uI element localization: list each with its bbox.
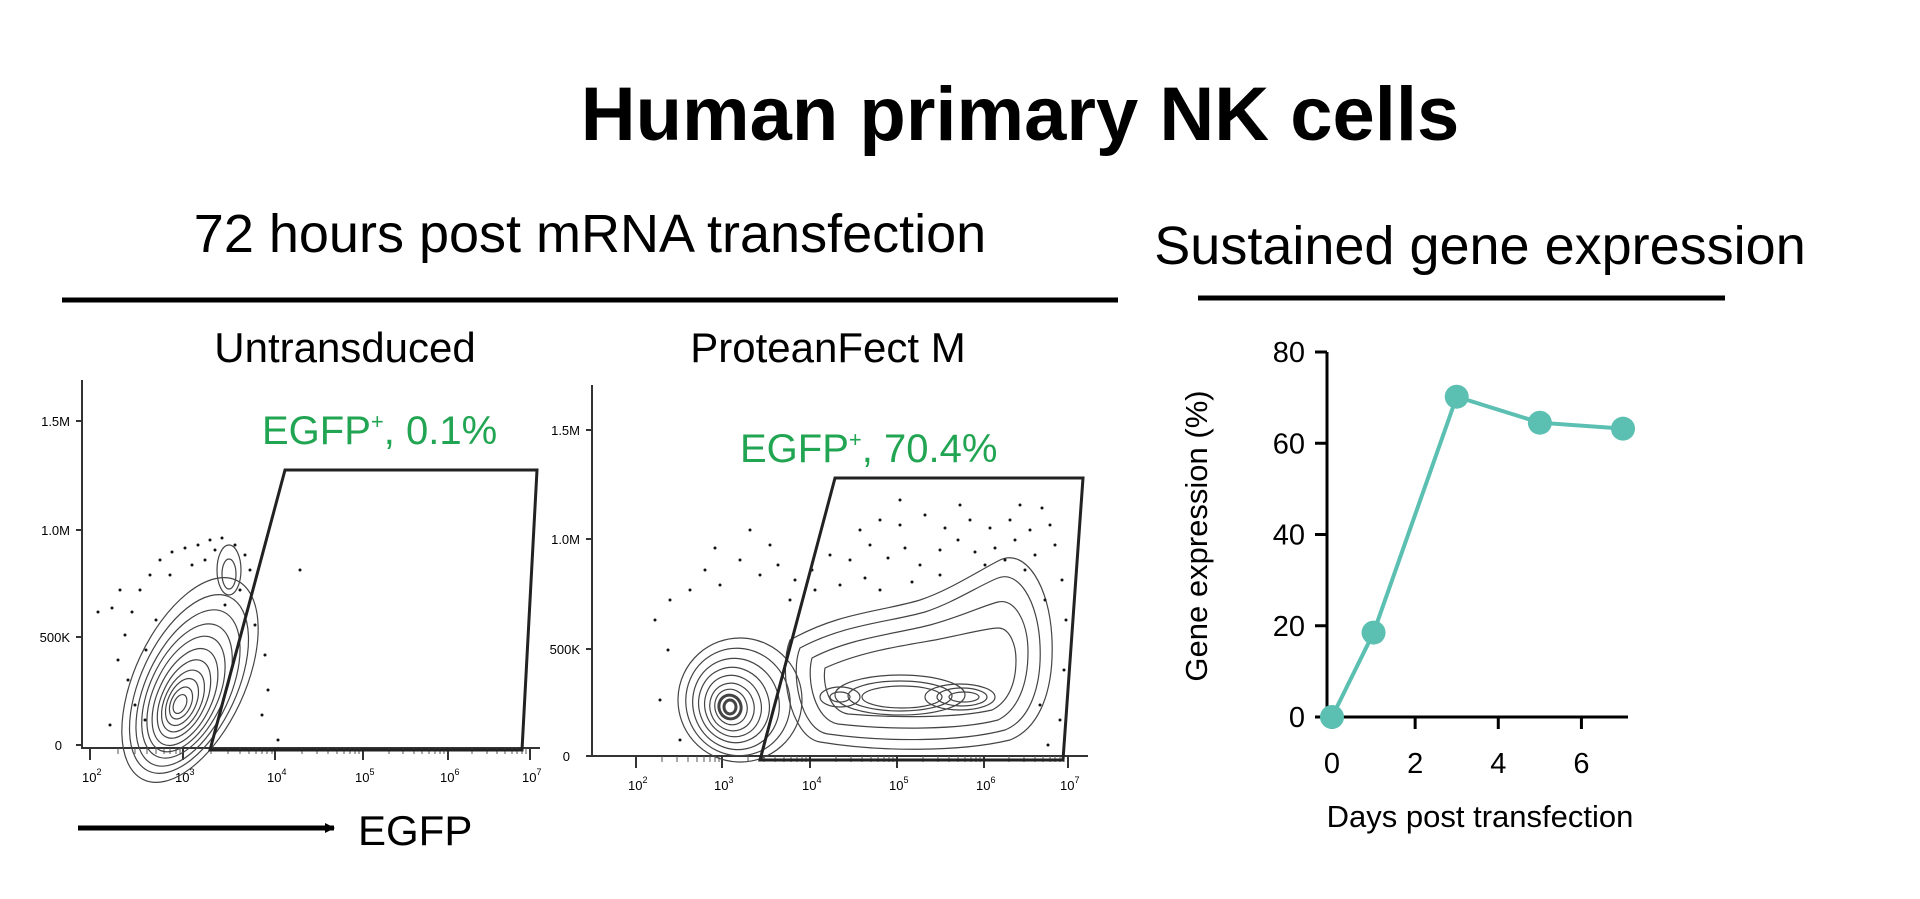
series-line bbox=[1330, 394, 1624, 718]
data-point bbox=[1527, 410, 1552, 435]
x-tick-label: 4 bbox=[1490, 748, 1506, 780]
y-tick-label: 1.5M bbox=[551, 423, 580, 438]
x-tick-label: 104 bbox=[802, 775, 821, 793]
x-tick-label: 105 bbox=[355, 767, 374, 785]
panel-title: ProteanFect M bbox=[690, 324, 965, 371]
gene-expression-line-chart: 0 20 40 60 80 0 2 4 6 Days post transfection Ge… bbox=[1179, 337, 1635, 834]
x-tick-label: 105 bbox=[889, 775, 908, 793]
gate-egfp-positive bbox=[208, 468, 539, 752]
y-axis-ticks: 0 20 40 60 80 bbox=[1273, 337, 1327, 734]
y-tick-label: 1.0M bbox=[41, 523, 70, 538]
y-tick-label: 80 bbox=[1273, 337, 1305, 369]
y-tick-label: 0 bbox=[55, 738, 62, 753]
flow-plot-untransduced: Untransduced 0 500K 1.0M 1.5M bbox=[40, 324, 542, 785]
figure-title: Human primary NK cells bbox=[581, 72, 1460, 157]
plot-axes bbox=[81, 380, 540, 749]
gate-label: EGFP+, 0.1% bbox=[262, 409, 497, 453]
y-axis-ticks bbox=[76, 420, 82, 746]
y-tick-label: 500K bbox=[40, 630, 71, 645]
scatter-dots bbox=[96, 536, 302, 742]
gate-label: EGFP+, 70.4% bbox=[740, 427, 997, 471]
y-axis-ticks bbox=[586, 429, 592, 757]
x-tick-label: 6 bbox=[1573, 748, 1589, 780]
y-tick-label: 500K bbox=[550, 642, 581, 657]
y-tick-label: 1.5M bbox=[41, 414, 70, 429]
data-point bbox=[1320, 705, 1344, 729]
y-tick-label: 0 bbox=[1289, 702, 1305, 734]
x-axis-label: Days post transfection bbox=[1327, 799, 1634, 834]
x-tick-label: 106 bbox=[976, 775, 995, 793]
x-tick-label: 102 bbox=[628, 775, 647, 793]
x-tick-label: 102 bbox=[82, 767, 101, 785]
scatter-dots bbox=[653, 498, 1068, 747]
x-tick-label: 104 bbox=[267, 767, 286, 785]
x-tick-label: 0 bbox=[1324, 748, 1340, 780]
x-tick-label: 107 bbox=[1060, 775, 1079, 793]
contour-cluster bbox=[121, 544, 259, 783]
gate-egfp-positive bbox=[758, 476, 1085, 762]
data-point bbox=[1444, 384, 1469, 409]
y-tick-label: 40 bbox=[1273, 520, 1305, 552]
x-tick-label: 103 bbox=[714, 775, 733, 793]
x-axis-ticks bbox=[635, 756, 1069, 768]
y-tick-label: 0 bbox=[563, 749, 570, 764]
x-tick-label: 106 bbox=[440, 767, 459, 785]
section-title-right: Sustained gene expression bbox=[1154, 216, 1805, 276]
flow-plot-proteanfect-m: ProteanFect M 0 500K 1.0M 1.5M 102 bbox=[550, 324, 1088, 793]
y-tick-label: 60 bbox=[1273, 428, 1305, 460]
x-tick-label: 107 bbox=[522, 767, 541, 785]
egfp-axis-label: EGFP bbox=[358, 807, 472, 854]
y-axis-label: Gene expression (%) bbox=[1179, 390, 1214, 681]
data-point bbox=[1611, 416, 1635, 441]
section-title-left: 72 hours post mRNA transfection bbox=[194, 204, 986, 264]
y-tick-label: 20 bbox=[1273, 611, 1305, 643]
x-tick-label: 2 bbox=[1407, 748, 1423, 780]
x-axis-ticks: 0 2 4 6 bbox=[1324, 717, 1589, 780]
data-point bbox=[1361, 620, 1386, 645]
x-tick-label: 103 bbox=[175, 767, 194, 785]
panel-title: Untransduced bbox=[214, 324, 476, 371]
series-points bbox=[1320, 384, 1635, 729]
y-tick-label: 1.0M bbox=[551, 532, 580, 547]
chart-axes bbox=[1325, 352, 1628, 719]
contour-cluster-positive bbox=[784, 557, 1053, 750]
